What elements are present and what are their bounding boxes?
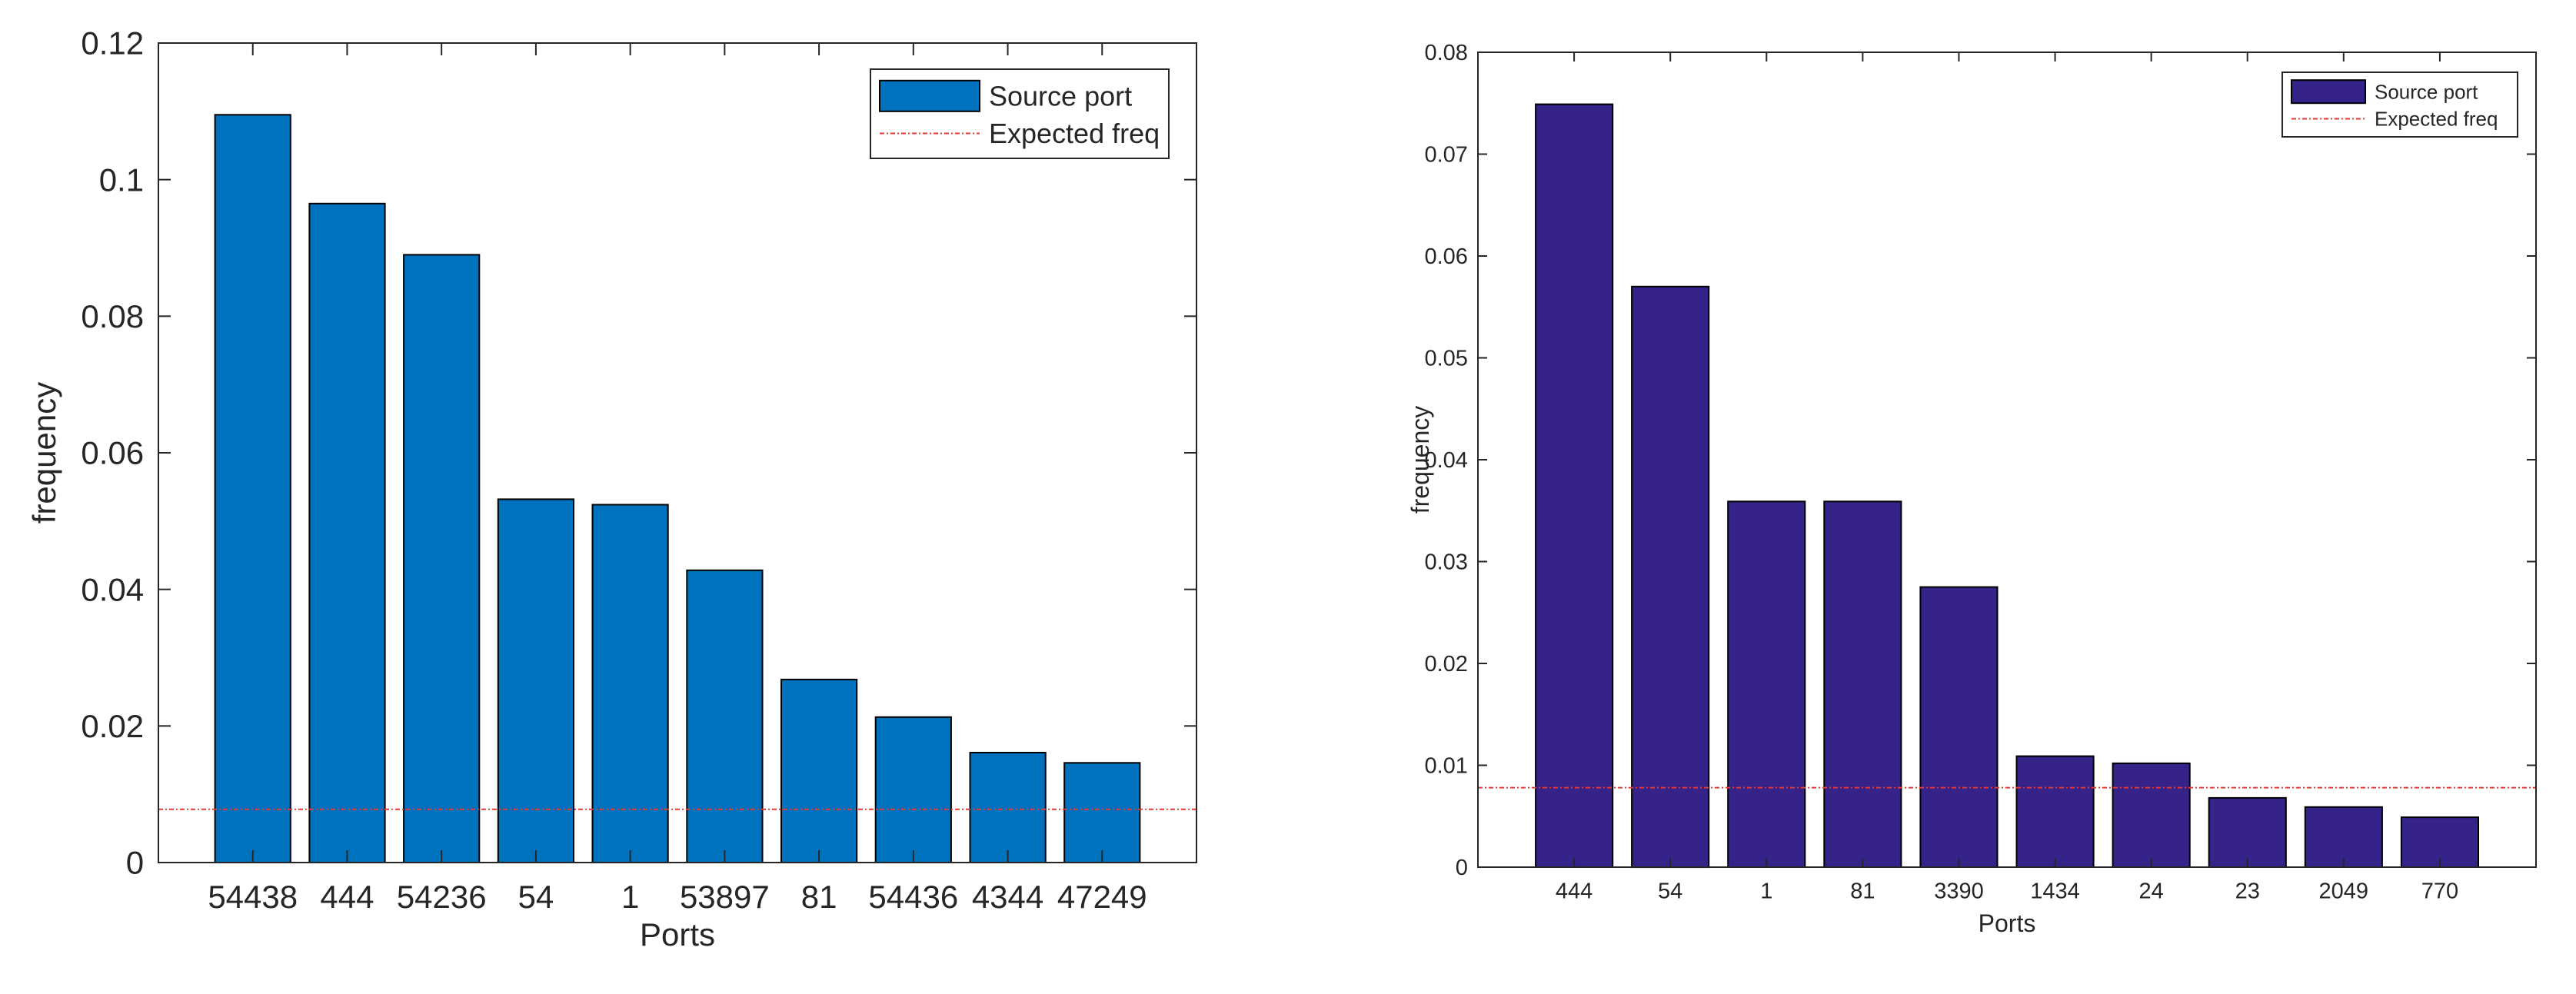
bar-3390 xyxy=(1919,586,1999,868)
left-chart: 0 0.02 0.04 0.06 0.08 0.1 0.12 54438 444 54236 54 1… xyxy=(26,25,1197,952)
x-tick-label: 444 xyxy=(320,879,374,915)
y-tick-label: 0.04 xyxy=(1424,448,1467,473)
x-tick-label: 3390 xyxy=(1934,879,1984,904)
x-tick-label: 54438 xyxy=(208,879,298,915)
legend-label-expected-freq: Expected freq xyxy=(989,118,1160,149)
x-tick-label: 444 xyxy=(1556,879,1593,904)
x-tick-label: 54236 xyxy=(397,879,487,915)
bar-24 xyxy=(2112,762,2191,869)
y-tick-label: 0.08 xyxy=(1424,41,1467,65)
y-axis-label: frequency xyxy=(1406,406,1434,514)
bar-2049 xyxy=(2304,806,2383,869)
y-tick-label: 0.02 xyxy=(81,708,144,744)
y-tick-label: 0.05 xyxy=(1424,347,1467,371)
y-tick-label: 0.02 xyxy=(1424,652,1467,677)
x-tick-label: 54 xyxy=(518,879,554,915)
bar-54 xyxy=(497,498,574,864)
x-tick-label: 53897 xyxy=(680,879,770,915)
x-tick-label: 81 xyxy=(1850,879,1875,904)
x-tick-label: 54436 xyxy=(868,879,958,915)
x-tick-label: 54 xyxy=(1658,879,1682,904)
legend-swatch-source-port xyxy=(879,79,980,112)
bar-81 xyxy=(1823,500,1902,868)
y-tick-label: 0.03 xyxy=(1424,550,1467,575)
y-tick-label: 0 xyxy=(126,845,144,881)
y-tick-label: 0.1 xyxy=(99,161,144,198)
bar-54436 xyxy=(874,716,952,863)
x-tick-label: 4344 xyxy=(972,879,1043,915)
y-axis-label: frequency xyxy=(26,382,62,524)
bar-54438 xyxy=(214,114,291,864)
bar-444 xyxy=(1535,103,1614,869)
legend-label-source-port: Source port xyxy=(989,80,1132,111)
x-tick-label: 2049 xyxy=(2319,879,2369,904)
bar-444 xyxy=(308,202,386,863)
x-tick-label: 770 xyxy=(2421,879,2458,904)
x-tick-label: 1 xyxy=(1760,879,1772,904)
bar-47249 xyxy=(1063,762,1141,863)
x-tick-label: 47249 xyxy=(1057,879,1147,915)
x-axis-label: Ports xyxy=(640,916,715,952)
x-tick-label: 81 xyxy=(801,879,837,915)
bar-54236 xyxy=(403,254,481,863)
bar-81 xyxy=(780,678,858,864)
y-tick-label: 0.06 xyxy=(81,435,144,471)
bar-1434 xyxy=(2015,755,2095,868)
y-tick-label: 0 xyxy=(1456,856,1468,880)
bar-4344 xyxy=(969,752,1047,863)
x-tick-label: 24 xyxy=(2139,879,2164,904)
x-axis-label: Ports xyxy=(1979,909,2036,937)
y-tick-label: 0.06 xyxy=(1424,244,1467,269)
bar-53897 xyxy=(686,569,764,863)
bar-23 xyxy=(2208,796,2287,869)
bar-1 xyxy=(591,504,669,863)
legend: Source port Expected freq xyxy=(2281,71,2518,138)
bar-1 xyxy=(1727,500,1806,868)
x-tick-label: 23 xyxy=(2235,879,2260,904)
legend-label-source-port: Source port xyxy=(2375,80,2478,103)
y-tick-label: 0.04 xyxy=(81,571,144,607)
y-tick-label: 0.01 xyxy=(1424,754,1467,779)
right-chart: 0 0.01 0.02 0.03 0.04 0.05 0.06 0.07 0.08 444 54 1 8… xyxy=(1406,41,2537,937)
y-tick-label: 0.08 xyxy=(81,298,144,334)
y-tick-label: 0.07 xyxy=(1424,143,1467,168)
legend: Source port Expected freq xyxy=(870,68,1170,159)
x-tick-label: 1 xyxy=(621,879,639,915)
x-tick-label: 1434 xyxy=(2030,879,2080,904)
legend-label-expected-freq: Expected freq xyxy=(2375,108,2498,131)
legend-swatch-source-port xyxy=(2291,79,2366,105)
y-tick-label: 0.12 xyxy=(81,25,144,62)
bar-54 xyxy=(1631,285,1710,869)
